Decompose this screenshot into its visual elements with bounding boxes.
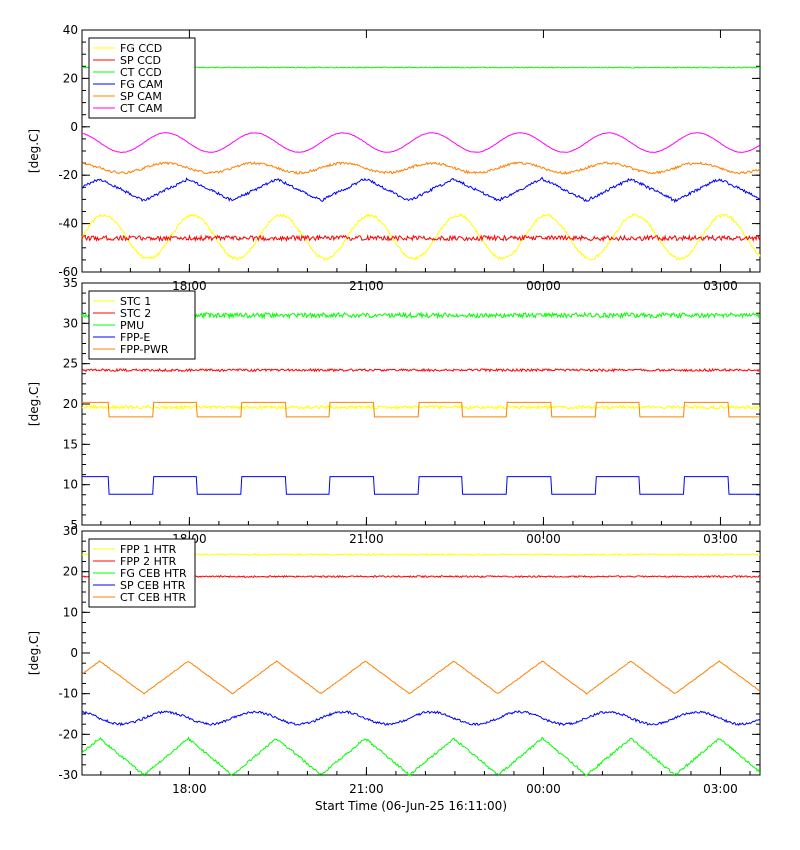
y-tick-label: 30 — [63, 316, 78, 330]
legend-label: FPP 1 HTR — [120, 543, 177, 556]
y-tick-label: 5 — [70, 518, 78, 532]
legend-box — [88, 37, 196, 119]
y-tick-label: 20 — [63, 565, 78, 579]
legend-label: SP CEB HTR — [120, 579, 186, 592]
y-tick-label: -10 — [58, 687, 78, 701]
series-line-stc-2 — [81, 367, 761, 373]
y-tick-label: 10 — [63, 478, 78, 492]
x-tick-label: 00:00 — [526, 782, 561, 796]
legend-label: CT CCD — [120, 66, 162, 79]
series-line-fpp-e — [82, 476, 760, 495]
y-tick-label: -40 — [58, 217, 78, 231]
y-tick-label: 20 — [63, 71, 78, 85]
y-axis-title: [deg.C] — [27, 129, 41, 173]
chart-panel-1: -60-40-200204018:0021:0000:0003:0006:000… — [27, 23, 761, 293]
legend-label: FPP-PWR — [120, 343, 169, 356]
legend-label: CT CEB HTR — [120, 591, 187, 604]
y-axis-title: [deg.C] — [27, 382, 41, 426]
y-tick-label: -60 — [58, 265, 78, 279]
legend-label: CT CAM — [120, 102, 163, 115]
x-axis-title: Start Time (06-Jun-25 16:11:00) — [315, 799, 507, 813]
y-tick-label: 30 — [63, 524, 78, 538]
chart-panel-3: -30-20-10010203018:0021:0000:0003:0006:0… — [27, 524, 761, 813]
legend-label: STC 1 — [120, 295, 151, 308]
series-line-ct-cam — [81, 132, 761, 153]
legend-label: SP CCD — [120, 54, 161, 67]
legend-label: FG CAM — [120, 78, 163, 91]
legend-label: FG CCD — [120, 42, 162, 55]
series-line-fpp-pwr — [82, 401, 760, 418]
y-tick-label: 15 — [63, 437, 78, 451]
y-tick-label: 35 — [63, 276, 78, 290]
y-tick-label: -20 — [58, 168, 78, 182]
legend-label: FG CEB HTR — [120, 567, 187, 580]
x-tick-label: 03:00 — [703, 782, 738, 796]
series-line-fg-ceb-htr — [81, 736, 761, 777]
y-tick-label: -20 — [58, 727, 78, 741]
y-tick-label: 0 — [70, 646, 78, 660]
series-line-sp-ccd — [81, 233, 761, 243]
series-line-sp-ceb-htr — [81, 710, 761, 727]
legend-label: FPP-E — [120, 331, 150, 344]
series-line-fg-cam — [81, 176, 761, 204]
series-line-stc-1 — [81, 403, 761, 411]
legend-label: FPP 2 HTR — [120, 555, 177, 568]
legend-label: SP CAM — [120, 90, 162, 103]
y-tick-label: -30 — [58, 768, 78, 782]
legend-label: PMU — [120, 319, 144, 332]
y-tick-label: 40 — [63, 23, 78, 37]
y-tick-label: 20 — [63, 397, 78, 411]
series-line-ct-ceb-htr — [81, 660, 761, 695]
y-tick-label: 0 — [70, 120, 78, 134]
series-line-sp-cam — [81, 161, 761, 175]
legend-label: STC 2 — [120, 307, 151, 320]
series-line-fg-ccd — [81, 213, 761, 262]
y-tick-label: 10 — [63, 605, 78, 619]
y-tick-label: 25 — [63, 357, 78, 371]
y-axis-title: [deg.C] — [27, 631, 41, 675]
x-tick-label: 18:00 — [172, 782, 207, 796]
chart-panel-2: 510152025303518:0021:0000:0003:0006:0009… — [27, 276, 761, 546]
x-tick-label: 21:00 — [349, 782, 384, 796]
